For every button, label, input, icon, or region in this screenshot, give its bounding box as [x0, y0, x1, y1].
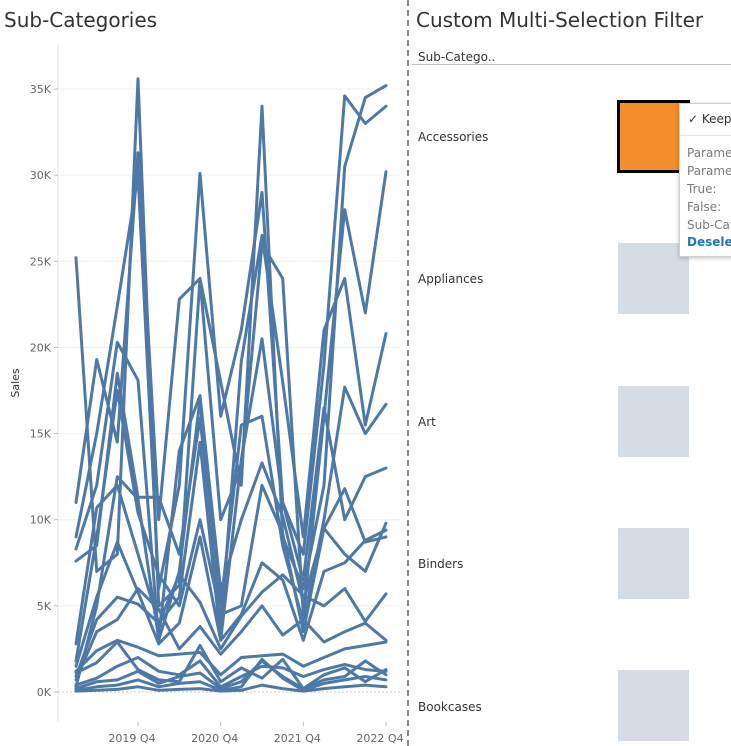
column-header-subcategory[interactable]: Sub-Catego.. — [418, 50, 496, 64]
series-line[interactable] — [74, 389, 388, 663]
filter-cell-bookcases[interactable] — [618, 670, 689, 741]
keep-only-button[interactable]: ✓ Keep — [688, 112, 731, 126]
chart-title: Sub-Categories — [4, 8, 158, 32]
tooltip-line: Parame — [687, 164, 731, 178]
selection-tooltip: ✓ Keep Parame Parame True: False: Sub-Ca… — [679, 103, 731, 257]
series-line[interactable] — [74, 657, 388, 692]
row-label-binders: Binders — [418, 557, 464, 571]
series-line[interactable] — [74, 394, 388, 689]
y-tick-label: 10K — [30, 514, 52, 527]
y-tick-label: 35K — [30, 83, 52, 96]
filter-cell-binders[interactable] — [618, 528, 689, 599]
tooltip-line: False: — [687, 200, 722, 214]
filter-cell-accessories[interactable] — [617, 100, 690, 173]
series-line[interactable] — [74, 656, 388, 689]
header-divider — [412, 64, 731, 65]
series-line[interactable] — [74, 659, 388, 691]
x-axis: 2019 Q4 2020 Q4 2021 Q4 2022 Q4 — [108, 722, 404, 745]
filter-cell-art[interactable] — [618, 386, 689, 457]
series-line[interactable] — [74, 587, 388, 682]
row-label-appliances: Appliances — [418, 272, 484, 286]
row-label-accessories: Accessories — [418, 130, 489, 144]
y-tick-label: 15K — [30, 428, 52, 441]
series-line[interactable] — [74, 683, 388, 693]
tooltip-line: Parame — [687, 146, 731, 160]
grid-lines — [57, 45, 400, 722]
y-tick-label: 25K — [30, 255, 52, 268]
y-axis-label: Sales — [9, 368, 22, 398]
series-line[interactable] — [74, 528, 388, 668]
x-tick-label: 2021 Q4 — [274, 732, 321, 745]
series-line[interactable] — [74, 94, 388, 591]
y-tick-label: 20K — [30, 341, 52, 354]
tooltip-line: True: — [687, 182, 717, 196]
y-tick-label: 30K — [30, 169, 52, 182]
tooltip-line: Sub-Cat — [687, 218, 731, 232]
pane-divider — [407, 0, 409, 746]
filter-title: Custom Multi-Selection Filter — [416, 8, 704, 32]
row-label-art: Art — [418, 415, 436, 429]
series-lines — [74, 77, 388, 693]
series-line[interactable] — [74, 640, 388, 691]
y-axis: 0K 5K 10K 15K 20K 25K 30K 35K — [30, 83, 58, 699]
deselect-link[interactable]: Deselec — [687, 235, 731, 249]
filter-cell-appliances[interactable] — [618, 243, 689, 314]
x-tick-label: 2019 Q4 — [108, 732, 155, 745]
series-line[interactable] — [74, 233, 388, 642]
x-tick-label: 2020 Q4 — [191, 732, 238, 745]
series-line[interactable] — [74, 638, 388, 677]
y-tick-label: 5K — [37, 600, 52, 613]
row-label-bookcases: Bookcases — [418, 700, 482, 714]
series-line[interactable] — [74, 573, 388, 678]
series-line[interactable] — [74, 371, 388, 625]
tooltip-divider — [680, 135, 731, 136]
y-tick-label: 0K — [37, 686, 52, 699]
sales-line-chart: 0K 5K 10K 15K 20K 25K 30K 35K 2019 Q4 2020 Q4 202… — [9, 45, 404, 745]
x-tick-label: 2022 Q4 — [356, 732, 403, 745]
